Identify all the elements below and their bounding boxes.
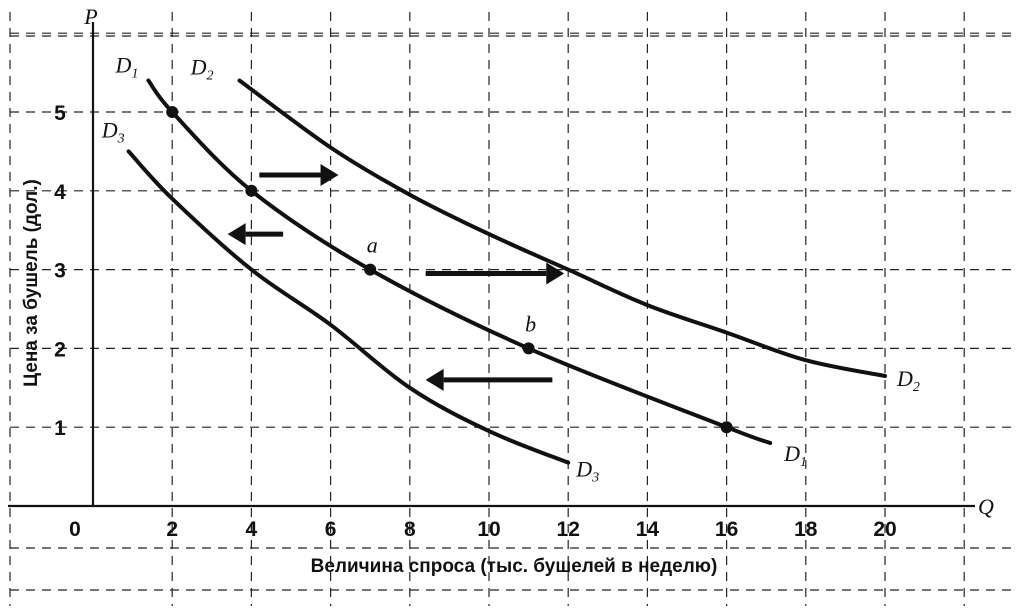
origin-label: 0	[69, 518, 81, 541]
x-tick-label: 12	[557, 518, 580, 541]
y-tick-label: 1	[54, 417, 66, 440]
demand-curve-d3	[126, 149, 571, 465]
data-point	[166, 106, 179, 118]
point-label-b: b	[525, 311, 536, 336]
data-points	[166, 106, 733, 434]
y-axis-label: Цена за бушель (дол.)	[21, 179, 42, 387]
x-tick-label: 10	[477, 518, 500, 541]
x-tick-label: 8	[404, 518, 416, 541]
data-point	[245, 184, 258, 197]
curve-label-d1-end: D1	[783, 441, 807, 470]
x-tick-label: 2	[166, 518, 178, 541]
shift-arrow-head-left	[425, 368, 444, 391]
x-axis-label: Величина спроса (тыс. бушелей в неделю)	[311, 556, 718, 577]
x-tick-label: 16	[715, 518, 738, 541]
shift-arrow-head-right	[546, 262, 565, 285]
curve-label-d3-start: D3	[101, 117, 125, 146]
curve-label-d2-start: D2	[190, 54, 214, 83]
curve-label-d3-end: D3	[575, 457, 599, 486]
axes	[8, 22, 975, 508]
curve-label-d1-start: D1	[115, 52, 139, 81]
x-tick-label: 4	[246, 518, 258, 541]
point-label-a: a	[367, 233, 378, 258]
x-tick-label: 18	[794, 518, 818, 541]
y-tick-label: 5	[54, 102, 66, 125]
curve-label-subscript: 2	[913, 380, 920, 395]
data-point	[364, 263, 377, 276]
curve-label-subscript: 2	[207, 68, 214, 83]
y-axis-symbol: P	[83, 4, 97, 29]
y-tick-label: 2	[54, 338, 66, 361]
x-axis-symbol: Q	[978, 494, 994, 519]
demand-curves	[126, 78, 887, 465]
x-tick-label: 20	[873, 518, 896, 541]
data-point	[720, 421, 733, 434]
curve-label-subscript: 3	[591, 471, 599, 486]
grid	[9, 12, 1018, 606]
shift-arrow-head-left	[227, 223, 246, 246]
data-point	[522, 342, 535, 355]
curve-label-subscript: 1	[131, 66, 138, 81]
curve-label-subscript: 3	[117, 131, 125, 146]
demand-curve-d2	[237, 78, 887, 378]
y-tick-label: 3	[54, 260, 66, 283]
shift-arrows	[227, 164, 565, 391]
y-tick-label: 4	[54, 181, 66, 204]
shift-arrow-head-right	[320, 164, 339, 187]
x-tick-label: 6	[325, 518, 337, 541]
demand-curve-d1	[146, 78, 773, 445]
curve-label-subscript: 1	[800, 455, 807, 470]
x-tick-label: 14	[636, 518, 660, 541]
curve-label-d2-end: D2	[896, 366, 920, 395]
